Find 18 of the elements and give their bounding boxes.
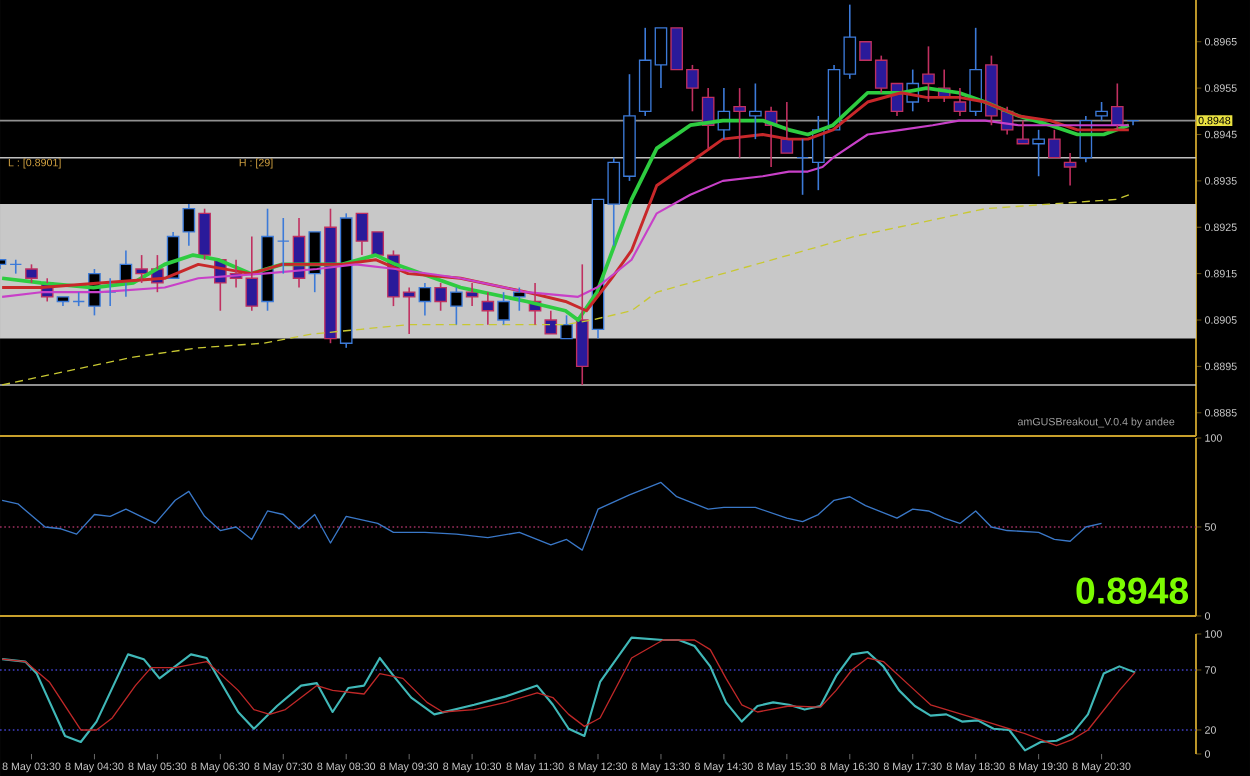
candlestick — [9, 258, 23, 275]
candlestick — [922, 45, 935, 103]
candlestick — [544, 309, 558, 335]
candlestick — [1063, 152, 1077, 187]
candlestick — [481, 291, 495, 326]
candlestick — [953, 87, 967, 117]
candlestick — [733, 87, 746, 159]
candlestick — [1016, 119, 1030, 145]
candlestick — [749, 82, 762, 140]
candlestick — [575, 263, 589, 386]
candlestick — [182, 203, 196, 247]
candlestick — [418, 282, 432, 317]
candlestick — [1126, 119, 1140, 127]
candlestick — [276, 217, 290, 275]
annotation: 0.8948 — [1076, 577, 1189, 604]
candlestick — [796, 138, 809, 196]
candlestick — [56, 296, 70, 307]
candlestick — [339, 212, 353, 349]
